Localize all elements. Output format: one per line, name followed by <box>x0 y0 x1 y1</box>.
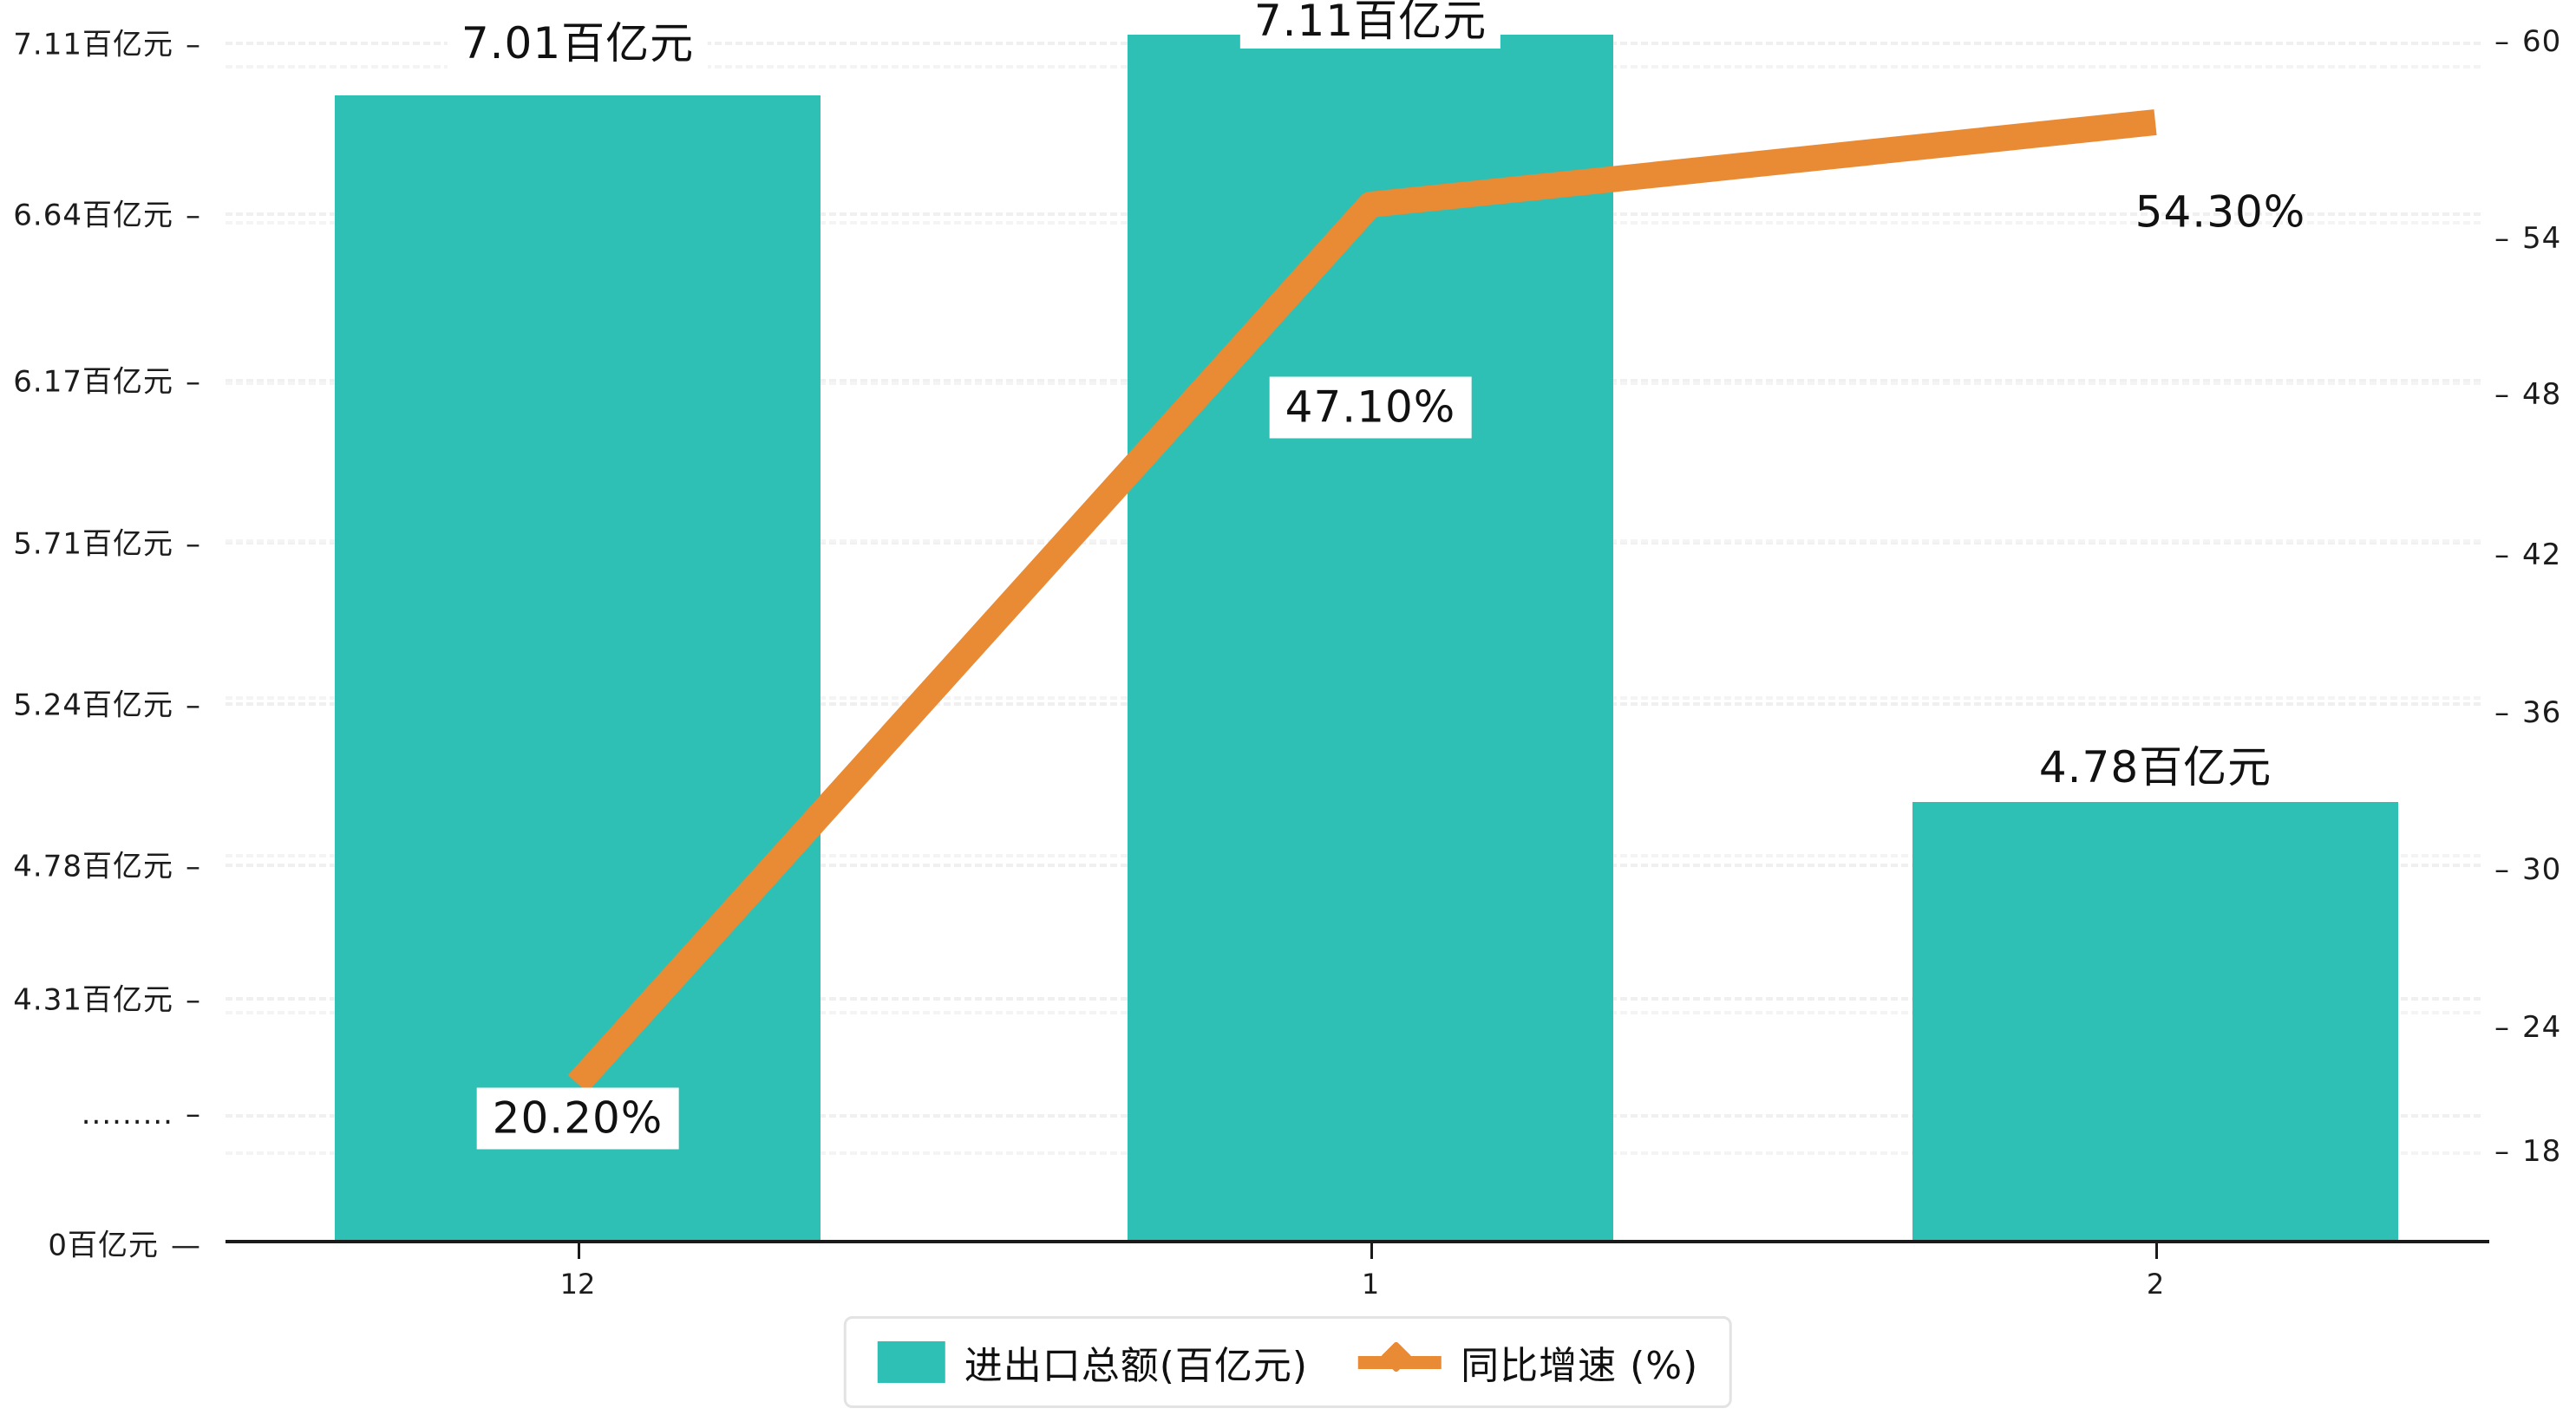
y-axis-right-tick-label: 48 <box>2522 377 2562 412</box>
y-axis-left-tick-label: 5.24百亿元 <box>13 688 173 723</box>
legend-item-yoy-growth[interactable]: 同比增速 (%) <box>1358 1334 1698 1390</box>
y-axis-right-tick-label: 54 <box>2522 221 2562 256</box>
bar-2[interactable] <box>1912 802 2398 1240</box>
y-axis-left-tick-label: 7.11百亿元 <box>13 27 173 62</box>
tick-dash-icon: – <box>2494 221 2510 256</box>
x-axis-tick-mark <box>1370 1240 1373 1259</box>
legend-label-yoy-growth: 同比增速 (%) <box>1461 1344 1699 1388</box>
tick-dash-icon: – <box>186 1097 201 1131</box>
x-axis-label-2: 2 <box>2146 1268 2165 1301</box>
y-axis-left-tick: 5.24百亿元 – <box>13 681 201 724</box>
y-axis-left-tick-label: 6.17百亿元 <box>13 364 173 400</box>
y-axis-left-tick-label: 4.78百亿元 <box>13 849 173 884</box>
y-axis-left-tick: 4.78百亿元 – <box>13 843 201 885</box>
tick-dash-icon: – <box>186 849 201 884</box>
bar-value-label-1: 7.11百亿元 <box>1239 0 1501 49</box>
line-value-label-1: 47.10% <box>1269 376 1472 439</box>
y-axis-right-tick: –18 <box>2494 1134 2561 1169</box>
tick-dash-icon: – <box>186 198 201 233</box>
tick-dash-icon: – <box>186 526 201 562</box>
tick-dash-icon: – <box>2494 852 2510 887</box>
y-axis-left-tick: 5.71百亿元 – <box>13 520 201 563</box>
line-value-label-12: 20.20% <box>476 1087 679 1150</box>
tick-dash-icon: — <box>171 1228 201 1263</box>
y-axis-right-tick-label: 30 <box>2522 852 2562 887</box>
x-axis-label-12: 12 <box>559 1268 596 1301</box>
y-axis-left-tick: 4.31百亿元 – <box>13 976 201 1019</box>
bar-value-label-2: 4.78百亿元 <box>2024 741 2286 795</box>
y-axis-left-tick: 6.64百亿元 – <box>13 192 201 234</box>
bar-1[interactable] <box>1128 35 1613 1240</box>
y-axis-left-tick-label: 4.31百亿元 <box>13 982 173 1018</box>
y-axis-right-tick: –42 <box>2494 538 2561 572</box>
tick-dash-icon: – <box>2494 377 2510 412</box>
y-axis-left-tick: 6.17百亿元 – <box>13 358 201 401</box>
x-axis-tick-mark <box>2155 1240 2158 1259</box>
y-axis-right-tick-label: 36 <box>2522 695 2562 730</box>
tick-dash-icon: – <box>186 27 201 62</box>
x-axis-label-1: 1 <box>1361 1268 1380 1301</box>
bar-swatch-icon <box>877 1341 945 1383</box>
y-axis-left-tick-label: 6.64百亿元 <box>13 198 173 233</box>
tick-dash-icon: – <box>2494 1010 2510 1045</box>
y-axis-right-tick: –54 <box>2494 221 2561 256</box>
tick-dash-icon: – <box>2494 695 2510 730</box>
y-axis-left-tick-break: ......... – <box>82 1097 201 1131</box>
y-axis-left-tick-zero: 0百亿元 — <box>48 1222 201 1264</box>
y-axis-right-tick-label: 60 <box>2522 24 2562 59</box>
y-axis-left-tick: 7.11百亿元 – <box>13 21 201 63</box>
tick-dash-icon: – <box>186 688 201 723</box>
legend-item-total-trade[interactable]: 进出口总额(百亿元) <box>877 1334 1309 1390</box>
tick-dash-icon: – <box>186 982 201 1018</box>
y-axis-left-tick-label: 5.71百亿元 <box>13 526 173 562</box>
line-series-yoy <box>567 109 2157 1093</box>
tick-dash-icon: – <box>2494 538 2510 572</box>
line-marker-icon <box>1358 1340 1442 1373</box>
y-axis-right-tick-label: 18 <box>2522 1134 2562 1169</box>
tick-dash-icon: – <box>2494 1134 2510 1169</box>
bar-12[interactable] <box>335 95 821 1240</box>
y-axis-left-tick-label: ......... <box>81 1097 173 1131</box>
bar-value-label-12: 7.01百亿元 <box>447 17 709 71</box>
x-axis-tick-mark <box>578 1240 580 1259</box>
legend: 进出口总额(百亿元) 同比增速 (%) <box>843 1316 1733 1408</box>
y-axis-right-tick: –36 <box>2494 695 2561 730</box>
tick-dash-icon: – <box>186 364 201 400</box>
y-axis-right-tick-label: 42 <box>2522 538 2562 572</box>
y-axis-right-tick: –24 <box>2494 1010 2561 1045</box>
y-axis-right-tick-label: 24 <box>2522 1010 2562 1045</box>
y-axis-right-tick: –30 <box>2494 852 2561 887</box>
y-axis-right-tick: –60 <box>2494 24 2561 59</box>
line-value-label-2: 54.30% <box>2135 186 2306 238</box>
y-axis-right-tick: –48 <box>2494 377 2561 412</box>
tick-dash-icon: – <box>2494 24 2510 59</box>
y-axis-left-tick-label: 0百亿元 <box>48 1228 159 1263</box>
x-axis-line <box>226 1240 2489 1243</box>
legend-label-total-trade: 进出口总额(百亿元) <box>964 1344 1309 1388</box>
plot-area <box>226 12 2481 1240</box>
line-path <box>567 109 2157 1093</box>
